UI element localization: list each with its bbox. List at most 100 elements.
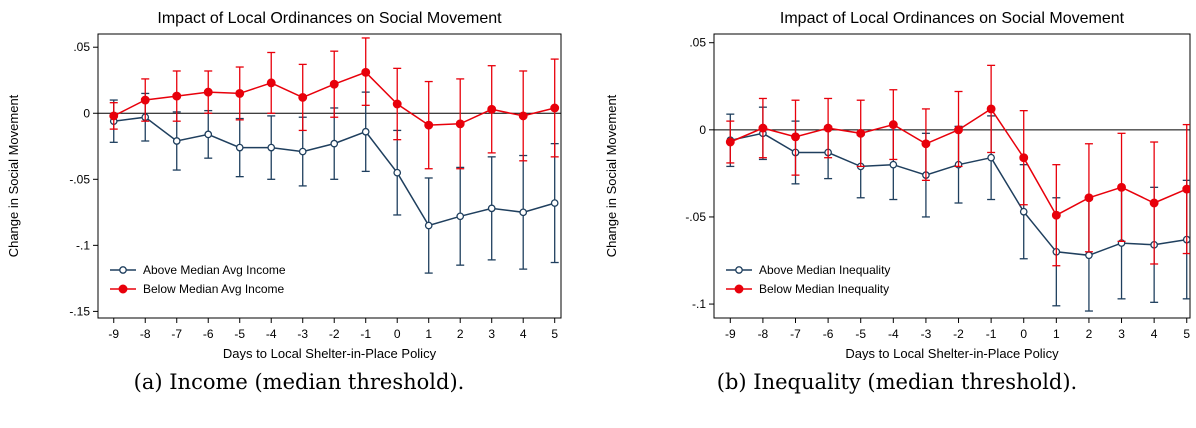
series-1-point — [393, 168, 402, 177]
x-tick-label: -4 — [888, 327, 899, 341]
x-tick-label: -7 — [790, 327, 801, 341]
y-tick-label: -.05 — [69, 172, 90, 186]
x-tick-label: -7 — [171, 327, 182, 341]
x-tick-label: 4 — [520, 327, 527, 341]
y-tick-label: -.05 — [685, 210, 706, 224]
series-2-point — [172, 91, 182, 101]
series-2-point — [109, 111, 119, 121]
x-tick-label: 3 — [1118, 327, 1125, 341]
y-tick-label: 0 — [699, 123, 706, 137]
series-1-point — [204, 130, 213, 139]
x-tick-label: -3 — [297, 327, 308, 341]
series-2-point — [1019, 153, 1029, 163]
caption-a: (a) Income (median threshold). — [133, 370, 465, 394]
legend-series-2-marker — [118, 284, 128, 294]
x-tick-label: -1 — [360, 327, 371, 341]
chart-title: Impact of Local Ordinances on Social Mov… — [780, 10, 1125, 27]
chart-income: Impact of Local Ordinances on Social Mov… — [6, 10, 562, 360]
plot-area — [109, 37, 560, 274]
series-2-point — [140, 95, 150, 105]
x-tick-label: 2 — [1086, 327, 1093, 341]
series-1-point — [267, 143, 276, 152]
legend-series-1-label: Above Median Inequality — [759, 263, 890, 277]
x-tick-label: 3 — [488, 327, 495, 341]
x-tick-label: -6 — [203, 327, 214, 341]
x-tick-label: 5 — [1183, 327, 1190, 341]
x-tick-label: -2 — [329, 327, 340, 341]
series-1-point — [424, 221, 433, 230]
y-tick-label: -.1 — [692, 297, 706, 311]
series-2-point — [791, 132, 800, 142]
x-tick-label: 5 — [551, 327, 558, 341]
y-axis-label: Change in Social Movement — [604, 94, 619, 257]
legend-series-1-marker — [119, 266, 127, 274]
series-2-point — [888, 120, 898, 130]
x-tick-label: -9 — [725, 327, 736, 341]
y-tick-label: .05 — [689, 36, 706, 50]
x-axis-label: Days to Local Shelter-in-Place Policy — [223, 346, 437, 360]
series-2-point — [203, 87, 213, 97]
x-tick-label: 1 — [425, 327, 432, 341]
legend-series-1-marker — [735, 266, 743, 274]
legend-series-2-marker — [734, 284, 744, 294]
chart-title: Impact of Local Ordinances on Social Mov… — [157, 10, 502, 27]
x-tick-label: 1 — [1053, 327, 1060, 341]
x-tick-label: -9 — [108, 327, 119, 341]
x-tick-label: -8 — [140, 327, 151, 341]
x-tick-label: -2 — [953, 327, 964, 341]
y-tick-label: -.15 — [69, 304, 90, 318]
x-tick-label: -1 — [986, 327, 997, 341]
series-2-point — [424, 120, 434, 130]
x-tick-label: -5 — [855, 327, 866, 341]
x-tick-label: -8 — [758, 327, 769, 341]
series-2-point — [455, 119, 465, 129]
series-2-point — [361, 67, 371, 77]
x-tick-label: -4 — [266, 327, 277, 341]
legend-series-1-label: Above Median Avg Income — [143, 263, 286, 277]
series-1-point — [1085, 251, 1093, 260]
series-1-point — [1019, 207, 1028, 216]
series-2-point — [392, 99, 402, 109]
caption-b: (b) Inequality (median threshold). — [716, 370, 1078, 394]
series-1-point — [487, 204, 496, 213]
series-2-point — [518, 111, 528, 121]
x-tick-label: -3 — [921, 327, 932, 341]
series-1-point — [550, 199, 559, 207]
x-tick-label: -6 — [823, 327, 834, 341]
series-2-point — [1149, 198, 1159, 208]
x-tick-label: 0 — [394, 327, 401, 341]
series-2-point — [986, 104, 996, 114]
series-2-point — [1084, 193, 1094, 203]
legend-series-2-label: Below Median Avg Income — [143, 282, 285, 296]
series-2-point — [550, 103, 560, 113]
series-1-point — [298, 147, 307, 156]
series-2-point — [329, 79, 339, 89]
series-2-point — [298, 92, 308, 102]
series-2-point — [1117, 182, 1126, 192]
series-2-point — [235, 88, 245, 98]
chart-panel-a: Impact of Local Ordinances on Social Mov… — [6, 10, 562, 394]
series-2-point — [856, 128, 866, 138]
series-2-point — [487, 104, 497, 114]
series-2-point — [266, 78, 276, 88]
series-1-point — [987, 153, 995, 162]
x-tick-label: 4 — [1151, 327, 1158, 341]
series-1-point — [456, 212, 465, 221]
series-1-point — [519, 208, 528, 217]
series-2-point — [725, 137, 735, 147]
series-2-point — [1182, 184, 1190, 194]
series-1-point — [889, 160, 898, 169]
y-tick-label: .05 — [73, 40, 90, 54]
series-2-point — [823, 123, 833, 133]
series-2-point — [954, 125, 963, 135]
plot-area — [725, 64, 1190, 312]
series-1-point — [361, 127, 370, 136]
series-1-point — [172, 137, 181, 145]
series-2-point — [921, 139, 931, 149]
x-tick-label: 0 — [1020, 327, 1027, 341]
chart-panel-b: Impact of Local Ordinances on Social Mov… — [598, 0, 1196, 428]
plot-frame — [713, 33, 1191, 319]
legend-series-2-label: Below Median Inequality — [759, 282, 889, 296]
series-1-point — [235, 143, 244, 152]
plot-frame — [97, 33, 562, 319]
